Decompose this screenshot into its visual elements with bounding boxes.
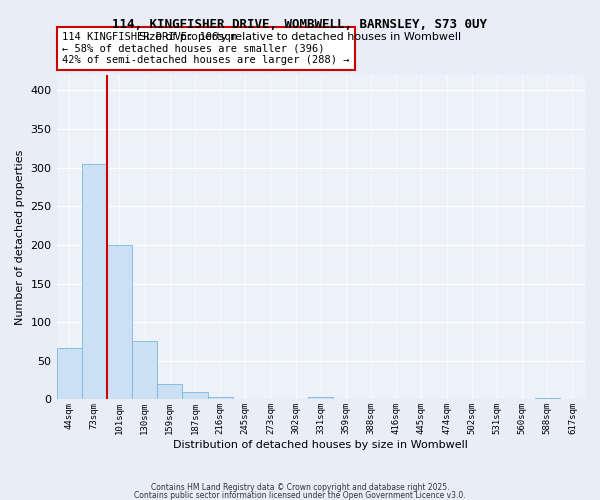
Bar <box>182 392 208 400</box>
Y-axis label: Number of detached properties: Number of detached properties <box>15 150 25 325</box>
Bar <box>157 384 182 400</box>
Bar <box>132 340 157 400</box>
Bar <box>82 164 107 400</box>
Bar <box>535 398 560 400</box>
Bar <box>56 348 82 400</box>
X-axis label: Distribution of detached houses by size in Wombwell: Distribution of detached houses by size … <box>173 440 468 450</box>
Bar <box>107 245 132 400</box>
Text: 114 KINGFISHER DRIVE: 106sqm
← 58% of detached houses are smaller (396)
42% of s: 114 KINGFISHER DRIVE: 106sqm ← 58% of de… <box>62 32 349 66</box>
Text: Size of property relative to detached houses in Wombwell: Size of property relative to detached ho… <box>139 32 461 42</box>
Bar <box>208 397 233 400</box>
Text: Contains HM Land Registry data © Crown copyright and database right 2025.: Contains HM Land Registry data © Crown c… <box>151 483 449 492</box>
Text: 114, KINGFISHER DRIVE, WOMBWELL, BARNSLEY, S73 0UY: 114, KINGFISHER DRIVE, WOMBWELL, BARNSLE… <box>113 18 487 30</box>
Bar <box>308 397 334 400</box>
Text: Contains public sector information licensed under the Open Government Licence v3: Contains public sector information licen… <box>134 490 466 500</box>
